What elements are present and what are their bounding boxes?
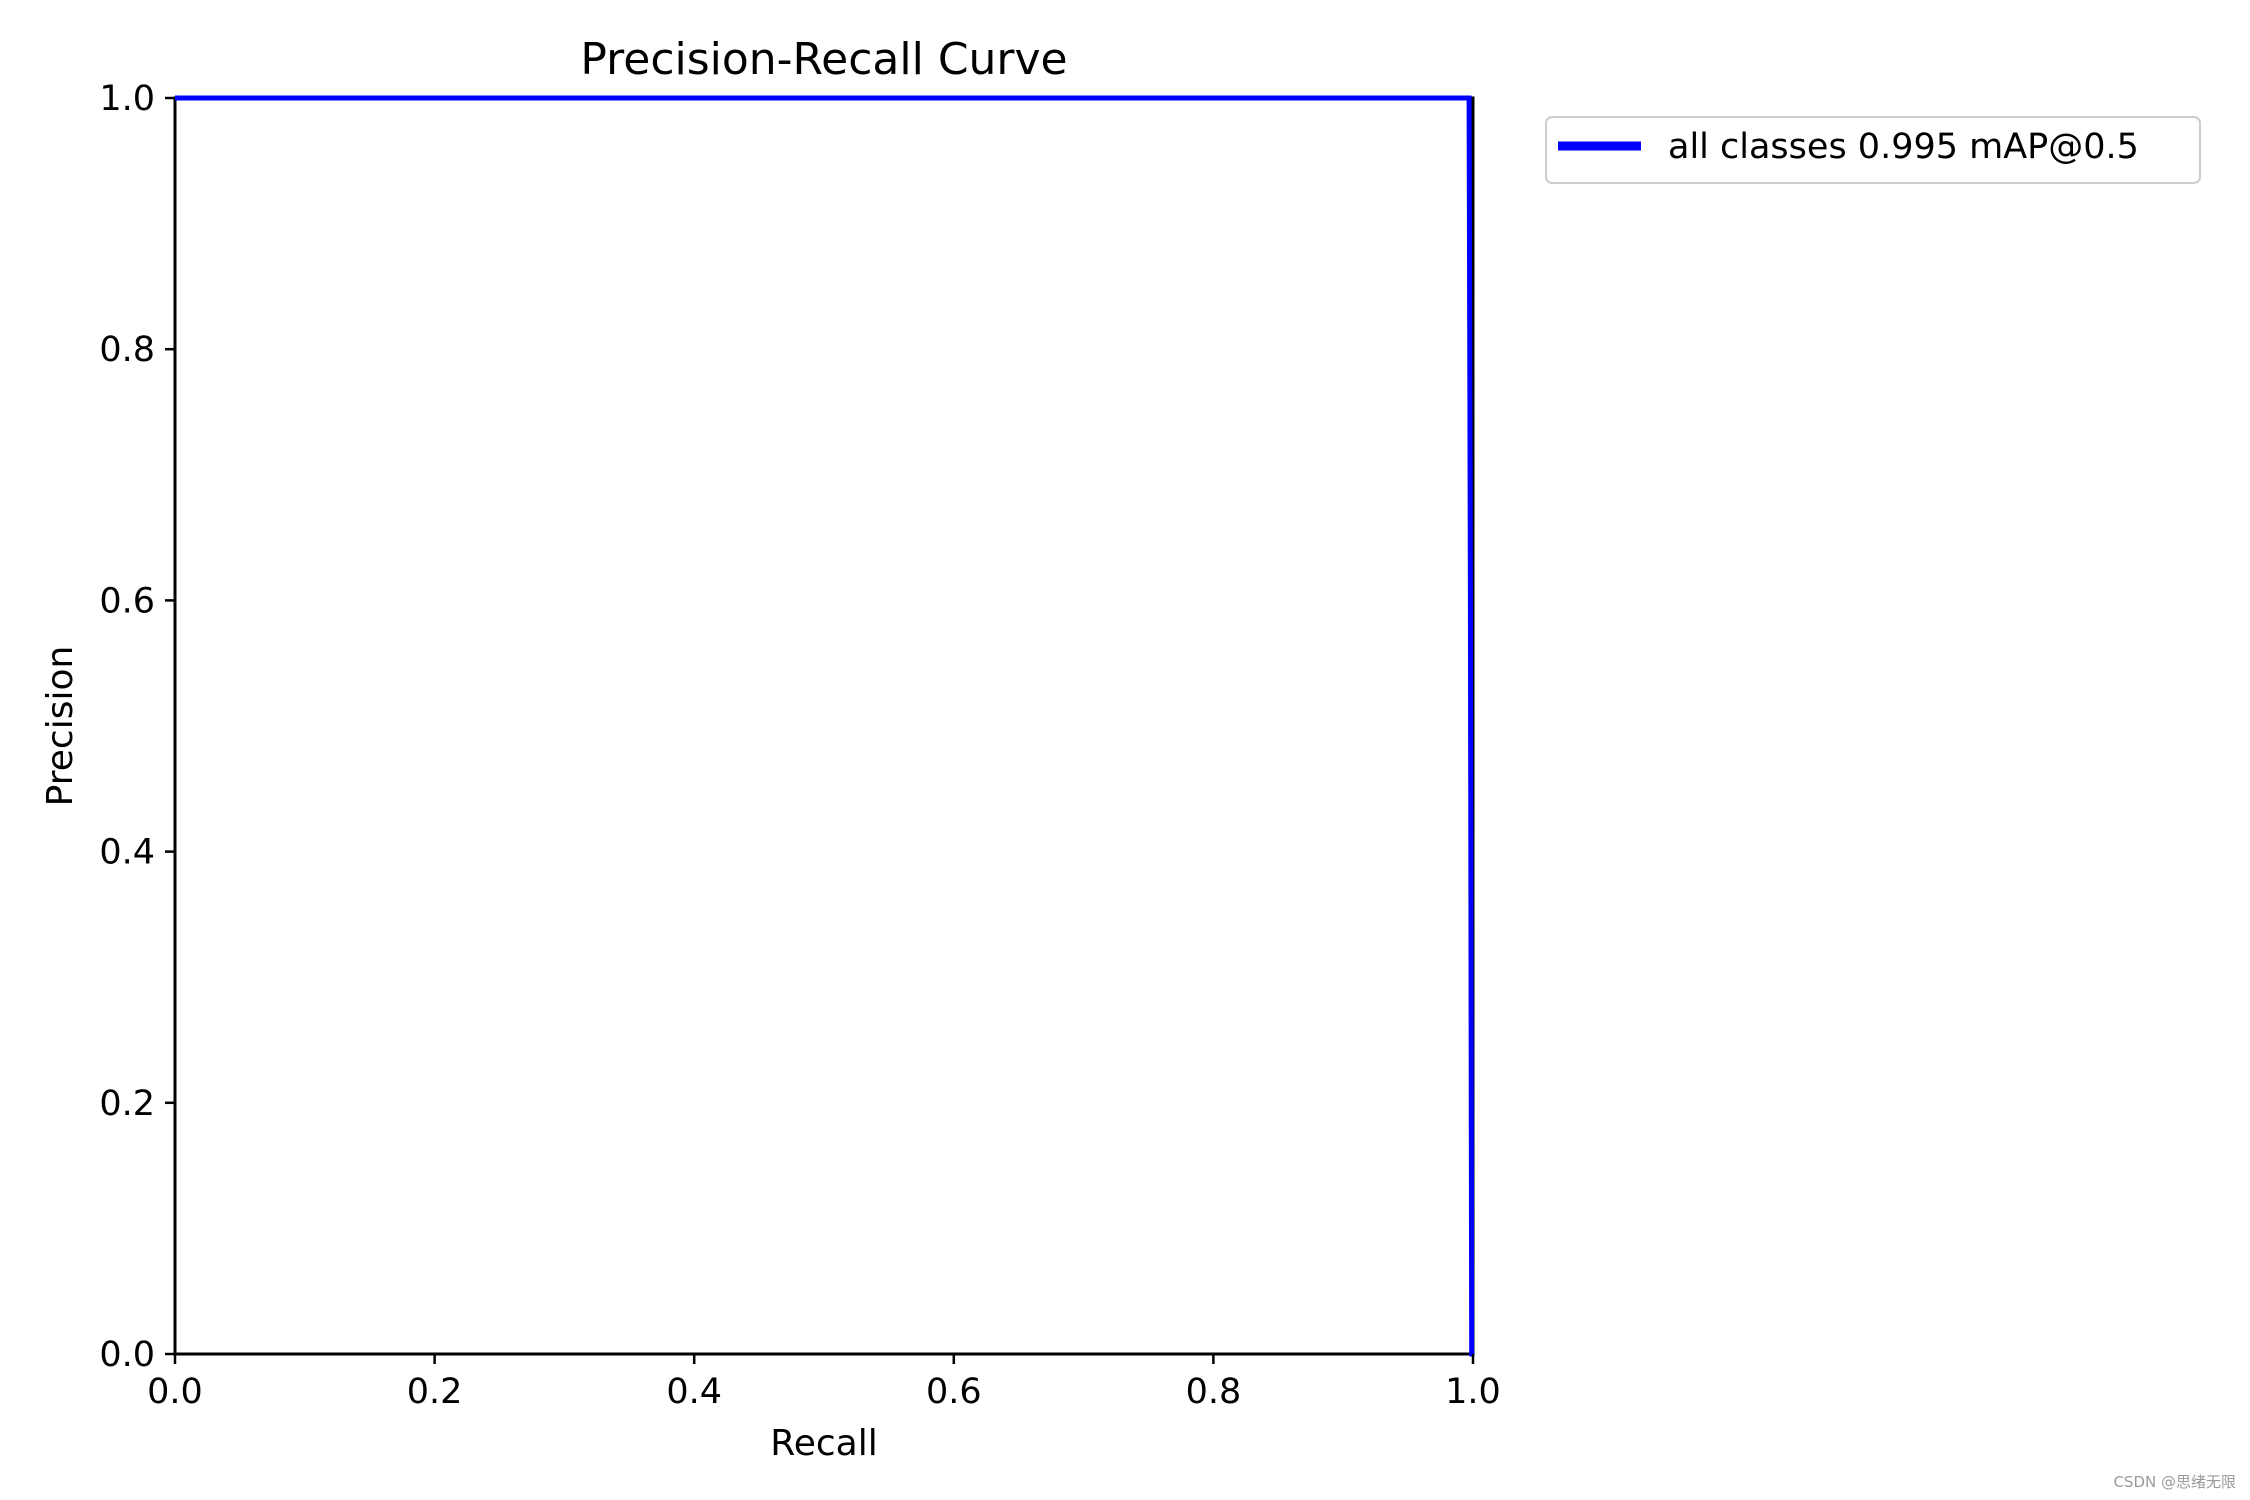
legend-box xyxy=(1545,116,2201,184)
x-axis-label: Recall xyxy=(770,1423,877,1464)
x-axis-ticks: 0.0 0.2 0.4 0.6 0.8 1.0 xyxy=(147,1354,1501,1412)
x-tick-label: 0.6 xyxy=(926,1372,982,1412)
y-tick-label: 1.0 xyxy=(99,79,155,119)
y-axis-label: Precision xyxy=(40,646,81,807)
x-tick-label: 0.2 xyxy=(407,1372,463,1412)
plot-area xyxy=(173,95,1475,1357)
y-tick-label: 0.0 xyxy=(99,1335,155,1375)
y-tick-label: 0.8 xyxy=(99,330,155,370)
y-tick-label: 0.4 xyxy=(99,833,155,873)
x-tick-label: 0.0 xyxy=(147,1372,203,1412)
chart-title: Precision-Recall Curve xyxy=(580,34,1067,85)
y-axis-ticks: 0.0 0.2 0.4 0.6 0.8 1.0 xyxy=(99,79,175,1375)
watermark: CSDN @思绪无限 xyxy=(2113,1473,2236,1491)
y-tick-label: 0.6 xyxy=(99,581,155,621)
x-tick-label: 1.0 xyxy=(1445,1372,1501,1412)
y-tick-label: 0.2 xyxy=(99,1084,155,1124)
legend: all classes 0.995 mAP@0.5 xyxy=(1545,116,2201,184)
legend-label-all-classes: all classes 0.995 mAP@0.5 xyxy=(1668,127,2139,167)
x-tick-label: 0.4 xyxy=(666,1372,722,1412)
x-tick-label: 0.8 xyxy=(1186,1372,1242,1412)
plot-frame xyxy=(173,96,1475,1356)
